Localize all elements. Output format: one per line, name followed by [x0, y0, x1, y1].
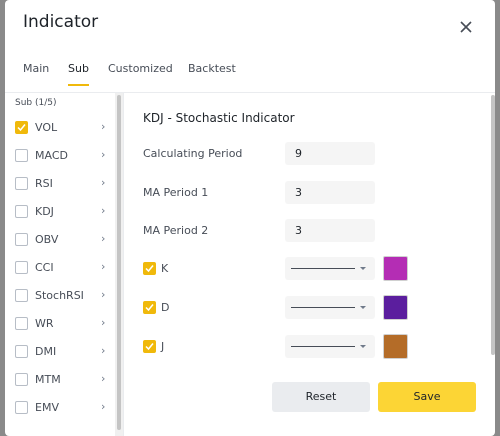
checkbox[interactable]	[15, 401, 28, 414]
chevron: ›	[101, 288, 106, 301]
checkbox[interactable]	[15, 261, 28, 274]
line-row[interactable]: J	[143, 337, 203, 357]
chevron: ›	[101, 400, 106, 413]
check-mark	[145, 343, 154, 351]
check-mark	[17, 124, 26, 132]
checkbox[interactable]	[15, 121, 28, 134]
divider	[5, 92, 495, 93]
reset-button[interactable]: Reset	[272, 382, 370, 412]
sidebar-item[interactable]: MTM ›	[15, 370, 110, 390]
chevron: ›	[101, 372, 106, 385]
line-style	[291, 345, 366, 348]
line-style-select[interactable]	[285, 296, 375, 319]
input[interactable]: 3	[285, 219, 375, 242]
checkbox[interactable]	[15, 177, 28, 190]
check-mark	[145, 265, 154, 273]
close-button[interactable]	[460, 21, 472, 33]
item-label: VOL	[35, 121, 58, 134]
line-label: J	[161, 340, 165, 353]
line-row[interactable]: K	[143, 259, 203, 279]
checkbox[interactable]	[15, 149, 28, 162]
tab[interactable]: Main	[23, 62, 50, 75]
checkbox[interactable]	[15, 233, 28, 246]
item-label: OBV	[35, 233, 59, 246]
checkbox[interactable]	[143, 340, 156, 353]
checkbox[interactable]	[15, 317, 28, 330]
input[interactable]: 9	[285, 142, 375, 165]
check-mark	[145, 304, 154, 312]
tab[interactable]: Backtest	[188, 62, 236, 75]
sidebar-scrollbar[interactable]	[117, 95, 121, 430]
item-label: MACD	[35, 149, 68, 162]
item-label: DMI	[35, 345, 57, 358]
chevron: ›	[101, 232, 106, 245]
sidebar-item[interactable]: StochRSI ›	[15, 286, 110, 306]
tab[interactable]: Customized	[108, 62, 173, 75]
checkbox[interactable]	[15, 205, 28, 218]
color-swatch[interactable]	[383, 334, 408, 359]
chevron: ›	[101, 120, 106, 133]
checkbox[interactable]	[15, 345, 28, 358]
line-style	[291, 306, 366, 309]
sidebar-item[interactable]: RSI ›	[15, 174, 110, 194]
checkbox[interactable]	[143, 301, 156, 314]
panel-scrollbar[interactable]	[491, 95, 495, 355]
sidebar-item[interactable]: VOL ›	[15, 118, 110, 138]
panel-title: KDJ - Stochastic Indicator	[143, 111, 295, 125]
line-style	[291, 267, 366, 270]
item-label: CCI	[35, 261, 54, 274]
color-swatch[interactable]	[383, 295, 408, 320]
color-swatch[interactable]	[383, 256, 408, 281]
field-label: MA Period 2	[143, 224, 209, 237]
line-style-select[interactable]	[285, 335, 375, 358]
sidebar-item[interactable]: DMI ›	[15, 342, 110, 362]
field-label: MA Period 1	[143, 185, 209, 199]
field-label: Calculating Period	[143, 147, 243, 160]
item-label: StochRSI	[35, 289, 84, 302]
sidebar-heading: Sub (1/5)	[15, 98, 57, 108]
sidebar-item[interactable]: MACD ›	[15, 146, 110, 166]
sidebar-item[interactable]: OBV ›	[15, 230, 110, 250]
checkbox[interactable]	[143, 262, 156, 275]
chevron: ›	[101, 344, 106, 357]
checkbox[interactable]	[15, 373, 28, 386]
item-label: KDJ	[35, 205, 54, 218]
line-label: D	[161, 301, 170, 314]
chevron: ›	[101, 260, 106, 273]
line-style-select[interactable]	[285, 257, 375, 280]
chevron: ›	[101, 148, 106, 161]
dialog-title: Indicator	[23, 12, 99, 32]
chevron: ›	[101, 176, 106, 189]
chevron: ›	[101, 316, 106, 329]
line-label: K	[161, 262, 169, 275]
tab[interactable]: Sub	[68, 62, 89, 86]
sidebar-item[interactable]: KDJ ›	[15, 202, 110, 222]
item-label: EMV	[35, 401, 59, 414]
sidebar-item[interactable]: WR ›	[15, 314, 110, 334]
line-row[interactable]: D	[143, 298, 203, 318]
indicator-dialog: Indicator Sub (1/5) KDJ - Stochastic Ind…	[5, 0, 495, 436]
chevron: ›	[101, 204, 106, 217]
sidebar-item[interactable]: EMV ›	[15, 398, 110, 418]
sidebar-item[interactable]: CCI ›	[15, 258, 110, 278]
item-label: MTM	[35, 373, 61, 386]
panel-border	[123, 93, 124, 436]
input[interactable]: 3	[285, 180, 375, 204]
item-label: WR	[35, 317, 54, 330]
save-button[interactable]: Save	[378, 382, 476, 412]
checkbox[interactable]	[15, 289, 28, 302]
item-label: RSI	[35, 177, 53, 190]
